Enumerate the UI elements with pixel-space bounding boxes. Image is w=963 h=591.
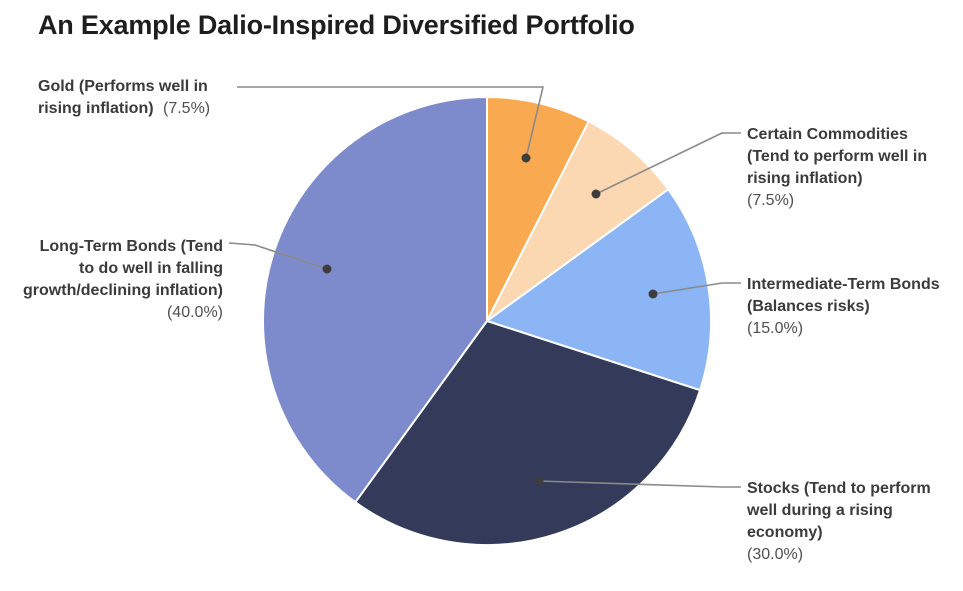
callout-stocks-percent: (30.0%)	[747, 546, 804, 563]
callout-long-term-bonds-label: Long-Term Bonds (Tend to do well in fall…	[23, 238, 223, 299]
leader-dot-long-term-bonds	[322, 264, 332, 274]
pie-slices	[262, 96, 712, 546]
pie-slice-3	[354, 320, 702, 546]
chart-title: An Example Dalio-Inspired Diversified Po…	[38, 10, 635, 40]
callout-certain-commodities-label: Certain Commodities (Tend to perform wel…	[747, 126, 928, 187]
leader-line-commodities	[595, 132, 741, 195]
leader-dot-commodities	[591, 189, 601, 199]
callout-intermediate-term-bonds: Intermediate-Term Bonds (Balances risks)…	[747, 274, 947, 340]
callout-gold-percent: (7.5%)	[163, 100, 211, 117]
callout-long-term-bonds-percent: (40.0%)	[166, 304, 223, 321]
leader-dot-gold	[521, 153, 531, 163]
leader-line-gold	[237, 86, 544, 159]
leader-lines	[228, 86, 741, 488]
pie-slice-1	[486, 120, 670, 322]
leader-line-stocks	[538, 480, 741, 488]
callout-intermediate-term-bonds-label: Intermediate-Term Bonds (Balances risks)	[747, 276, 940, 315]
callout-long-term-bonds: Long-Term Bonds (Tend to do well in fall…	[21, 236, 223, 324]
callout-certain-commodities: Certain Commodities (Tend to perform wel…	[747, 124, 933, 212]
callout-intermediate-term-bonds-percent: (15.0%)	[747, 320, 804, 337]
callout-gold-label: Gold (Performs well in rising inflation)	[38, 78, 208, 117]
callout-gold: Gold (Performs well in rising inflation)…	[38, 76, 236, 120]
callout-stocks-label: Stocks (Tend to perform well during a ri…	[747, 480, 931, 541]
leader-dot-stocks	[534, 476, 544, 486]
leader-dot-intermediate-bonds	[648, 289, 658, 299]
leader-line-intermediate-bonds	[652, 282, 741, 295]
callout-certain-commodities-percent: (7.5%)	[747, 192, 795, 209]
callout-stocks: Stocks (Tend to perform well during a ri…	[747, 478, 937, 566]
leader-line-long-term-bonds	[228, 242, 328, 270]
